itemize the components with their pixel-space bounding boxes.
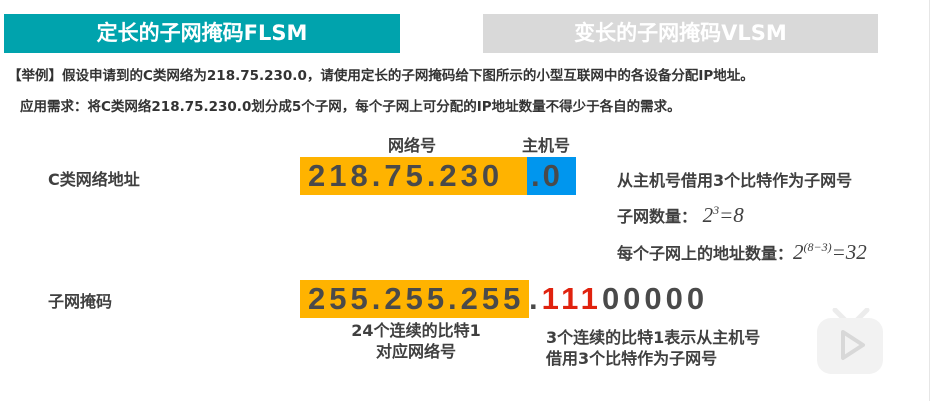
- mask-note-right: 3个连续的比特1表示从主机号 借用3个比特作为子网号: [546, 328, 761, 368]
- mask-label: 子网掩码: [48, 292, 113, 311]
- tab-flsm[interactable]: 定长的子网掩码FLSM: [4, 14, 400, 53]
- scrollbar-edge: [929, 0, 930, 401]
- subnet-count: 子网数量： 23=8: [617, 203, 744, 227]
- mask-net-part: 255.255.255: [300, 280, 529, 318]
- net-header: 网络号: [388, 136, 437, 155]
- video-play-icon[interactable]: [815, 307, 887, 376]
- host-header: 主机号: [522, 136, 571, 155]
- borrow-note: 从主机号借用3个比特作为子网号: [617, 171, 853, 190]
- mask-host-octet: .11100000: [529, 281, 709, 316]
- tab-vlsm[interactable]: 变长的子网掩码VLSM: [483, 14, 878, 53]
- address-net-part: 218.75.230: [300, 157, 527, 195]
- mask-note-left: 24个连续的比特1 对应网络号: [351, 321, 481, 361]
- address-host-part: .0: [527, 157, 576, 195]
- example-text: 【举例】假设申请到的C类网络为218.75.230.0，请使用定长的子网掩码给下…: [8, 68, 754, 84]
- address-label: C类网络地址: [48, 170, 140, 189]
- requirement-text: 应用需求：将C类网络218.75.230.0划分成5个子网，每个子网上可分配的I…: [20, 99, 681, 115]
- address-count: 每个子网上的地址数量：2(8−3)=32: [617, 240, 867, 264]
